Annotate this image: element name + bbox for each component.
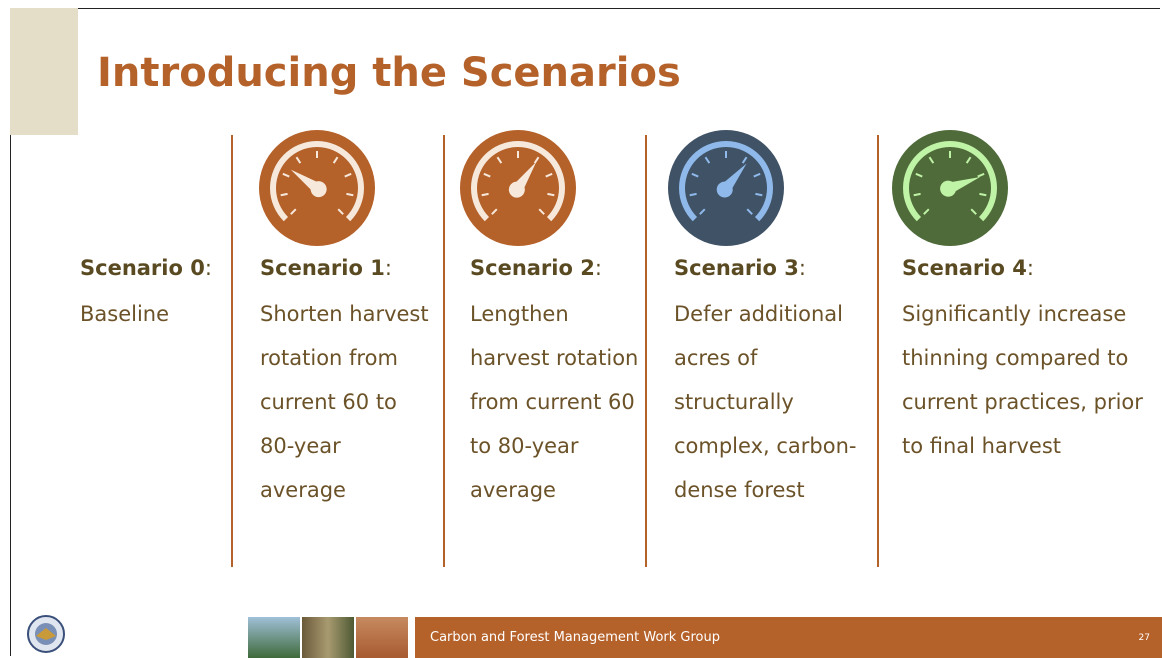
scenario: Scenario 1: Shorten harvest rotation fro… — [260, 256, 430, 512]
gauge-icon — [666, 128, 786, 248]
scenario-description: Defer additional acres of structurally c… — [674, 292, 872, 512]
gauge-part — [690, 194, 697, 195]
scenario-description: Baseline — [80, 292, 225, 336]
scenario-description: Lengthen harvest rotation from current 6… — [470, 292, 640, 512]
divider — [877, 135, 879, 567]
corner-block — [10, 8, 78, 135]
gauge-part — [547, 194, 554, 195]
footer-photo — [356, 617, 408, 658]
punct: : — [799, 256, 806, 280]
scenario: Scenario 3: Defer additional acres of st… — [674, 256, 872, 512]
scenario-heading: Scenario 0: — [80, 256, 225, 280]
seal-logo — [26, 614, 66, 654]
slide: Introducing the Scenarios Scenario 0: Ba… — [0, 0, 1162, 658]
scenario-label: Scenario 3 — [674, 256, 799, 280]
scenario-description: Shorten harvest rotation from current 60… — [260, 292, 430, 512]
divider — [645, 135, 647, 567]
scenario-description: Significantly increase thinning compared… — [902, 292, 1160, 468]
scenario: Scenario 4: Significantly increase thinn… — [902, 256, 1160, 468]
gauge-part — [979, 194, 986, 195]
scenario: Scenario 0: Baseline — [80, 256, 225, 336]
scenario-heading: Scenario 3: — [674, 256, 872, 280]
scenario-heading: Scenario 1: — [260, 256, 430, 280]
gauge-part — [755, 194, 762, 195]
punct: : — [205, 256, 212, 280]
gauge-part — [914, 194, 921, 195]
scenario-heading: Scenario 4: — [902, 256, 1160, 280]
scenario-label: Scenario 4 — [902, 256, 1027, 280]
gauge-part — [346, 194, 353, 195]
scenario-label: Scenario 0 — [80, 256, 205, 280]
gauge-icon — [257, 128, 377, 248]
divider — [443, 135, 445, 567]
gauge-part — [482, 194, 489, 195]
footer-photo — [302, 617, 354, 658]
gauge-part — [281, 194, 288, 195]
punct: : — [595, 256, 602, 280]
scenario-label: Scenario 2 — [470, 256, 595, 280]
footer-photo — [248, 617, 300, 658]
page-number: 27 — [1139, 633, 1150, 643]
scenario: Scenario 2: Lengthen harvest rotation fr… — [470, 256, 640, 512]
gauge-icon — [458, 128, 578, 248]
divider — [231, 135, 233, 567]
footer-text: Carbon and Forest Management Work Group — [430, 630, 720, 645]
punct: : — [1027, 256, 1034, 280]
slide-title: Introducing the Scenarios — [97, 50, 681, 96]
scenario-label: Scenario 1 — [260, 256, 385, 280]
gauge-icon — [890, 128, 1010, 248]
scenario-heading: Scenario 2: — [470, 256, 640, 280]
punct: : — [385, 256, 392, 280]
